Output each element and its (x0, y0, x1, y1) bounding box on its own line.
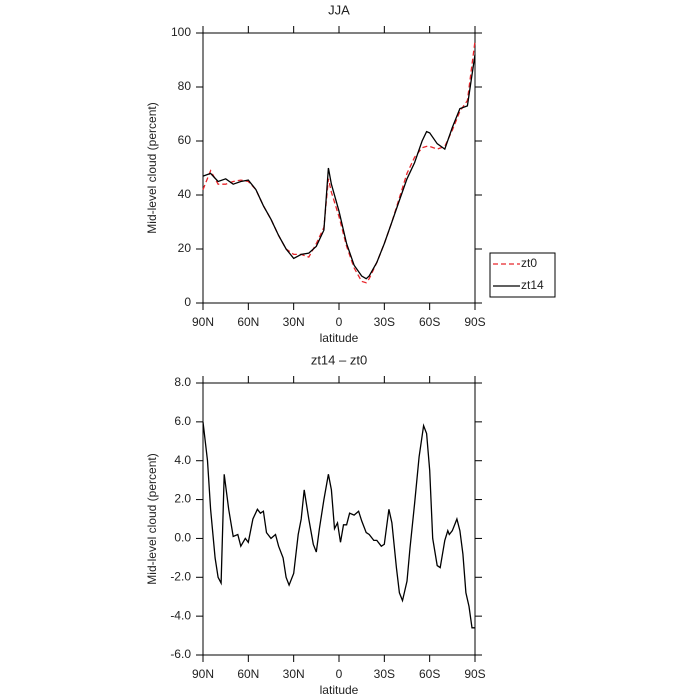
x-tick-label: 30S (374, 315, 395, 329)
y-tick-label: -4.0 (170, 608, 191, 622)
y-tick-label: 0 (184, 295, 191, 309)
x-tick-label: 30N (283, 315, 305, 329)
x-tick-label: 60S (419, 315, 440, 329)
x-tick-label: 60S (419, 667, 440, 681)
data-line (202, 421, 475, 629)
chart-title: JJA (328, 2, 350, 17)
y-tick-label: 6.0 (174, 414, 191, 428)
x-tick-label: 0 (336, 315, 343, 329)
x-tick-label: 90S (464, 667, 485, 681)
x-tick-label: 0 (336, 667, 343, 681)
legend-box (489, 252, 556, 298)
x-tick-label: 60N (237, 315, 259, 329)
legend-label: zt14 (521, 278, 544, 292)
y-tick-label: 2.0 (174, 492, 191, 506)
x-axis-label: latitude (320, 331, 359, 345)
y-tick-label: -2.0 (170, 569, 191, 583)
y-tick-label: 40 (178, 187, 192, 201)
legend-label: zt0 (521, 256, 537, 270)
y-tick-label: 4.0 (174, 453, 191, 467)
y-tick-label: 60 (178, 133, 192, 147)
data-line (202, 54, 476, 280)
y-axis-label: Mid-level cloud (percent) (145, 453, 159, 584)
x-axis-label: latitude (320, 683, 359, 697)
plot-frame (202, 32, 476, 304)
x-tick-label: 90S (464, 315, 485, 329)
x-tick-label: 30S (374, 667, 395, 681)
x-tick-label: 90N (192, 667, 214, 681)
y-tick-label: -6.0 (170, 647, 191, 661)
data-line (202, 41, 476, 284)
y-tick-label: 100 (171, 25, 191, 39)
y-tick-label: 8.0 (174, 375, 191, 389)
x-tick-label: 60N (237, 667, 259, 681)
x-tick-label: 30N (283, 667, 305, 681)
chart-title: zt14 – zt0 (311, 352, 367, 367)
y-tick-label: 0.0 (174, 531, 191, 545)
plot-frame (202, 382, 476, 656)
y-tick-label: 20 (178, 241, 192, 255)
y-tick-label: 80 (178, 79, 192, 93)
y-axis-label: Mid-level cloud (percent) (145, 102, 159, 233)
x-tick-label: 90N (192, 315, 214, 329)
